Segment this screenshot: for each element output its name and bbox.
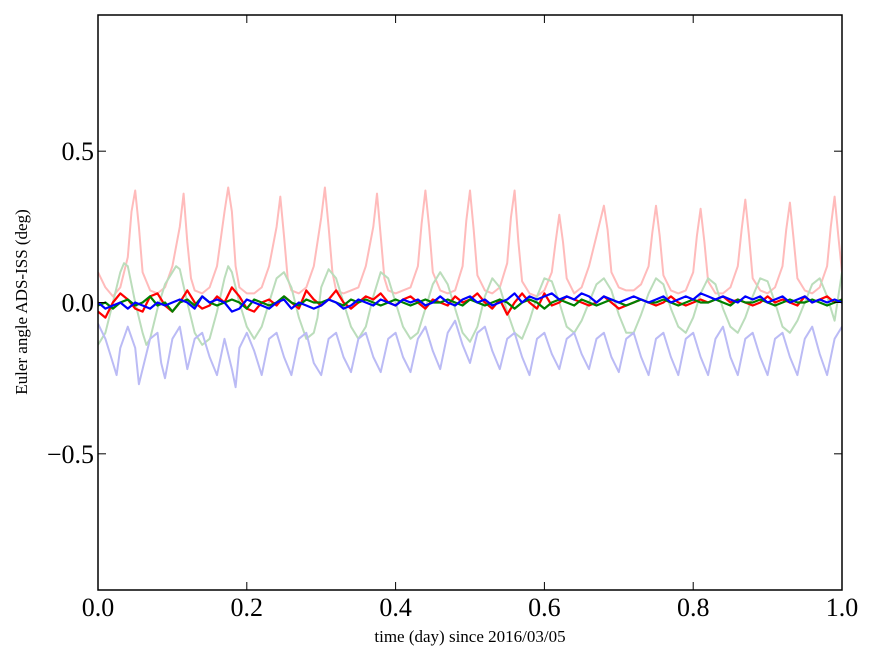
series-line-3 xyxy=(98,319,842,389)
x-tick-label: 0.0 xyxy=(82,593,115,622)
tick-layer: 0.0 0.2 0.4 0.6 0.8 1.0 −0.5 0.0 0.5 xyxy=(47,15,858,622)
x-tick-label: 0.8 xyxy=(677,593,710,622)
x-tick-label: 0.2 xyxy=(231,593,264,622)
series-line-6 xyxy=(98,292,842,313)
x-axis-label: time (day) since 2016/03/05 xyxy=(374,627,565,646)
y-axis-label: Euler angle ADS-ISS (deg) xyxy=(12,209,31,395)
y-tick-label: 0.0 xyxy=(62,289,95,318)
x-tick-label: 1.0 xyxy=(826,593,859,622)
y-tick-label: −0.5 xyxy=(47,440,94,469)
x-tick-label: 0.4 xyxy=(379,593,412,622)
series-line-5 xyxy=(98,295,842,313)
series-layer xyxy=(98,186,842,389)
plot-frame xyxy=(97,14,843,591)
series-line-1 xyxy=(98,186,842,298)
x-tick-label: 0.6 xyxy=(528,593,561,622)
y-tick-label: 0.5 xyxy=(62,137,95,166)
